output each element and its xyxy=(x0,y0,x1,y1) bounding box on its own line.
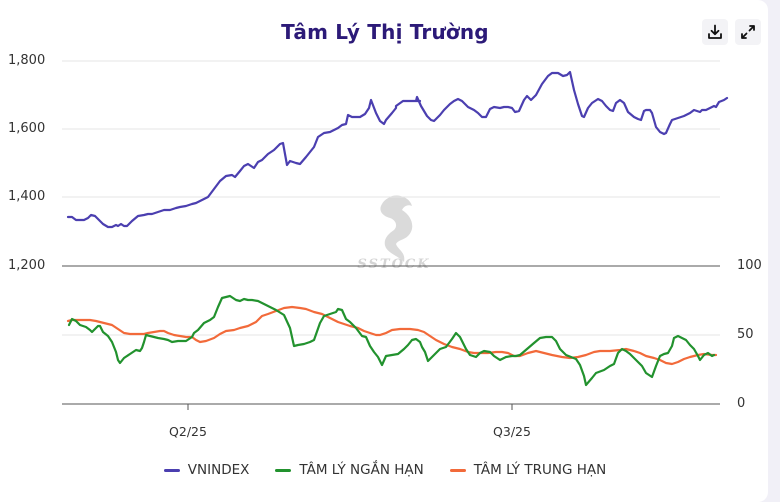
x-tick-q2-25: Q2/25 xyxy=(169,424,207,439)
vnindex-line xyxy=(66,70,729,229)
y-tick-1600: 1,600 xyxy=(8,121,46,136)
y-tick-1400: 1,400 xyxy=(8,189,46,204)
y-right-tick-0: 0 xyxy=(737,396,746,411)
legend-swatch-vnindex xyxy=(163,468,180,472)
watermark-text: SSTOCK xyxy=(357,257,431,272)
expand-button[interactable] xyxy=(735,19,761,45)
legend-item-vnindex[interactable]: VNINDEX xyxy=(163,462,250,478)
download-icon xyxy=(708,24,722,39)
legend-swatch-medium-term xyxy=(449,468,466,472)
y-tick-1200: 1,200 xyxy=(8,258,46,273)
legend-item-medium-term[interactable]: TÂM LÝ TRUNG HẠN xyxy=(449,462,607,478)
short-term-sentiment-line xyxy=(67,294,716,387)
bottom-gridlines xyxy=(62,334,720,410)
top-gridlines xyxy=(62,60,720,267)
download-button[interactable] xyxy=(702,19,728,45)
y-tick-1800: 1,800 xyxy=(8,53,46,68)
legend-item-short-term[interactable]: TÂM LÝ NGẮN HẠN xyxy=(275,462,424,478)
legend-label: TÂM LÝ NGẮN HẠN xyxy=(299,462,424,478)
chart-legend: VNINDEX TÂM LÝ NGẮN HẠN TÂM LÝ TRUNG HẠN xyxy=(0,462,770,478)
expand-icon xyxy=(741,25,755,39)
y-right-tick-100: 100 xyxy=(737,258,762,273)
y-right-tick-50: 50 xyxy=(737,327,754,342)
chart-title: Tâm Lý Thị Trường xyxy=(281,20,489,44)
page-background-strip xyxy=(768,0,780,502)
legend-label: VNINDEX xyxy=(187,462,250,478)
legend-swatch-short-term xyxy=(275,468,292,472)
medium-term-sentiment-line xyxy=(66,305,718,366)
x-tick-q3-25: Q3/25 xyxy=(493,424,531,439)
legend-label: TÂM LÝ TRUNG HẠN xyxy=(473,462,607,478)
